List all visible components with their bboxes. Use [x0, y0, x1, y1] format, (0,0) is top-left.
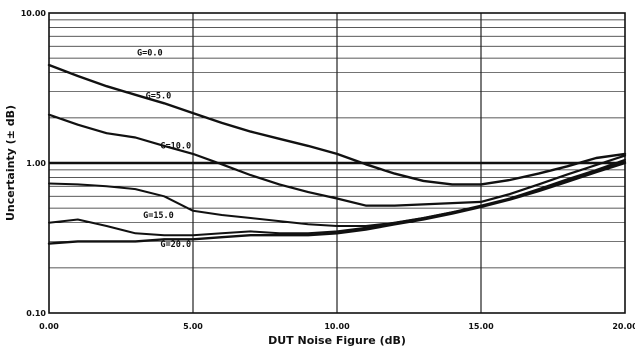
series-group: [47, 63, 627, 245]
series-line-g-0-0: [47, 63, 627, 186]
y-tick-label: 0.10: [26, 309, 46, 318]
x-tick-label: 10.00: [324, 322, 350, 331]
y-tick-label: 1.00: [26, 159, 46, 168]
x-axis-title: DUT Noise Figure (dB): [268, 334, 406, 347]
x-tick-label: 20.00: [612, 322, 635, 331]
curve-label-g-5-0: G=5.0: [146, 91, 172, 101]
curve-label-g-15-0: G=15.0: [143, 211, 174, 221]
series-line-g-20-0: [47, 161, 627, 245]
y-tick-label: 10.00: [21, 9, 47, 18]
curve-label-g-0-0: G=0.0: [137, 49, 163, 59]
tick-labels: 0.00 5.00 10.00 15.00 20.00 0.10 1.00 10.00: [21, 9, 635, 331]
curve-label-g-10-0: G=10.0: [160, 141, 191, 151]
curve-labels: G=0.0 G=5.0 G=10.0 G=15.0 G=20.0: [137, 49, 191, 251]
x-tick-label: 5.00: [183, 322, 203, 331]
y-axis-title: Uncertainty (± dB): [4, 105, 17, 221]
series-line-g-5-0: [47, 113, 627, 207]
curve-label-g-20-0: G=20.0: [160, 240, 191, 250]
plot-frame: [48, 12, 626, 314]
x-tick-label: 15.00: [468, 322, 494, 331]
x-tick-label: 0.00: [39, 322, 59, 331]
